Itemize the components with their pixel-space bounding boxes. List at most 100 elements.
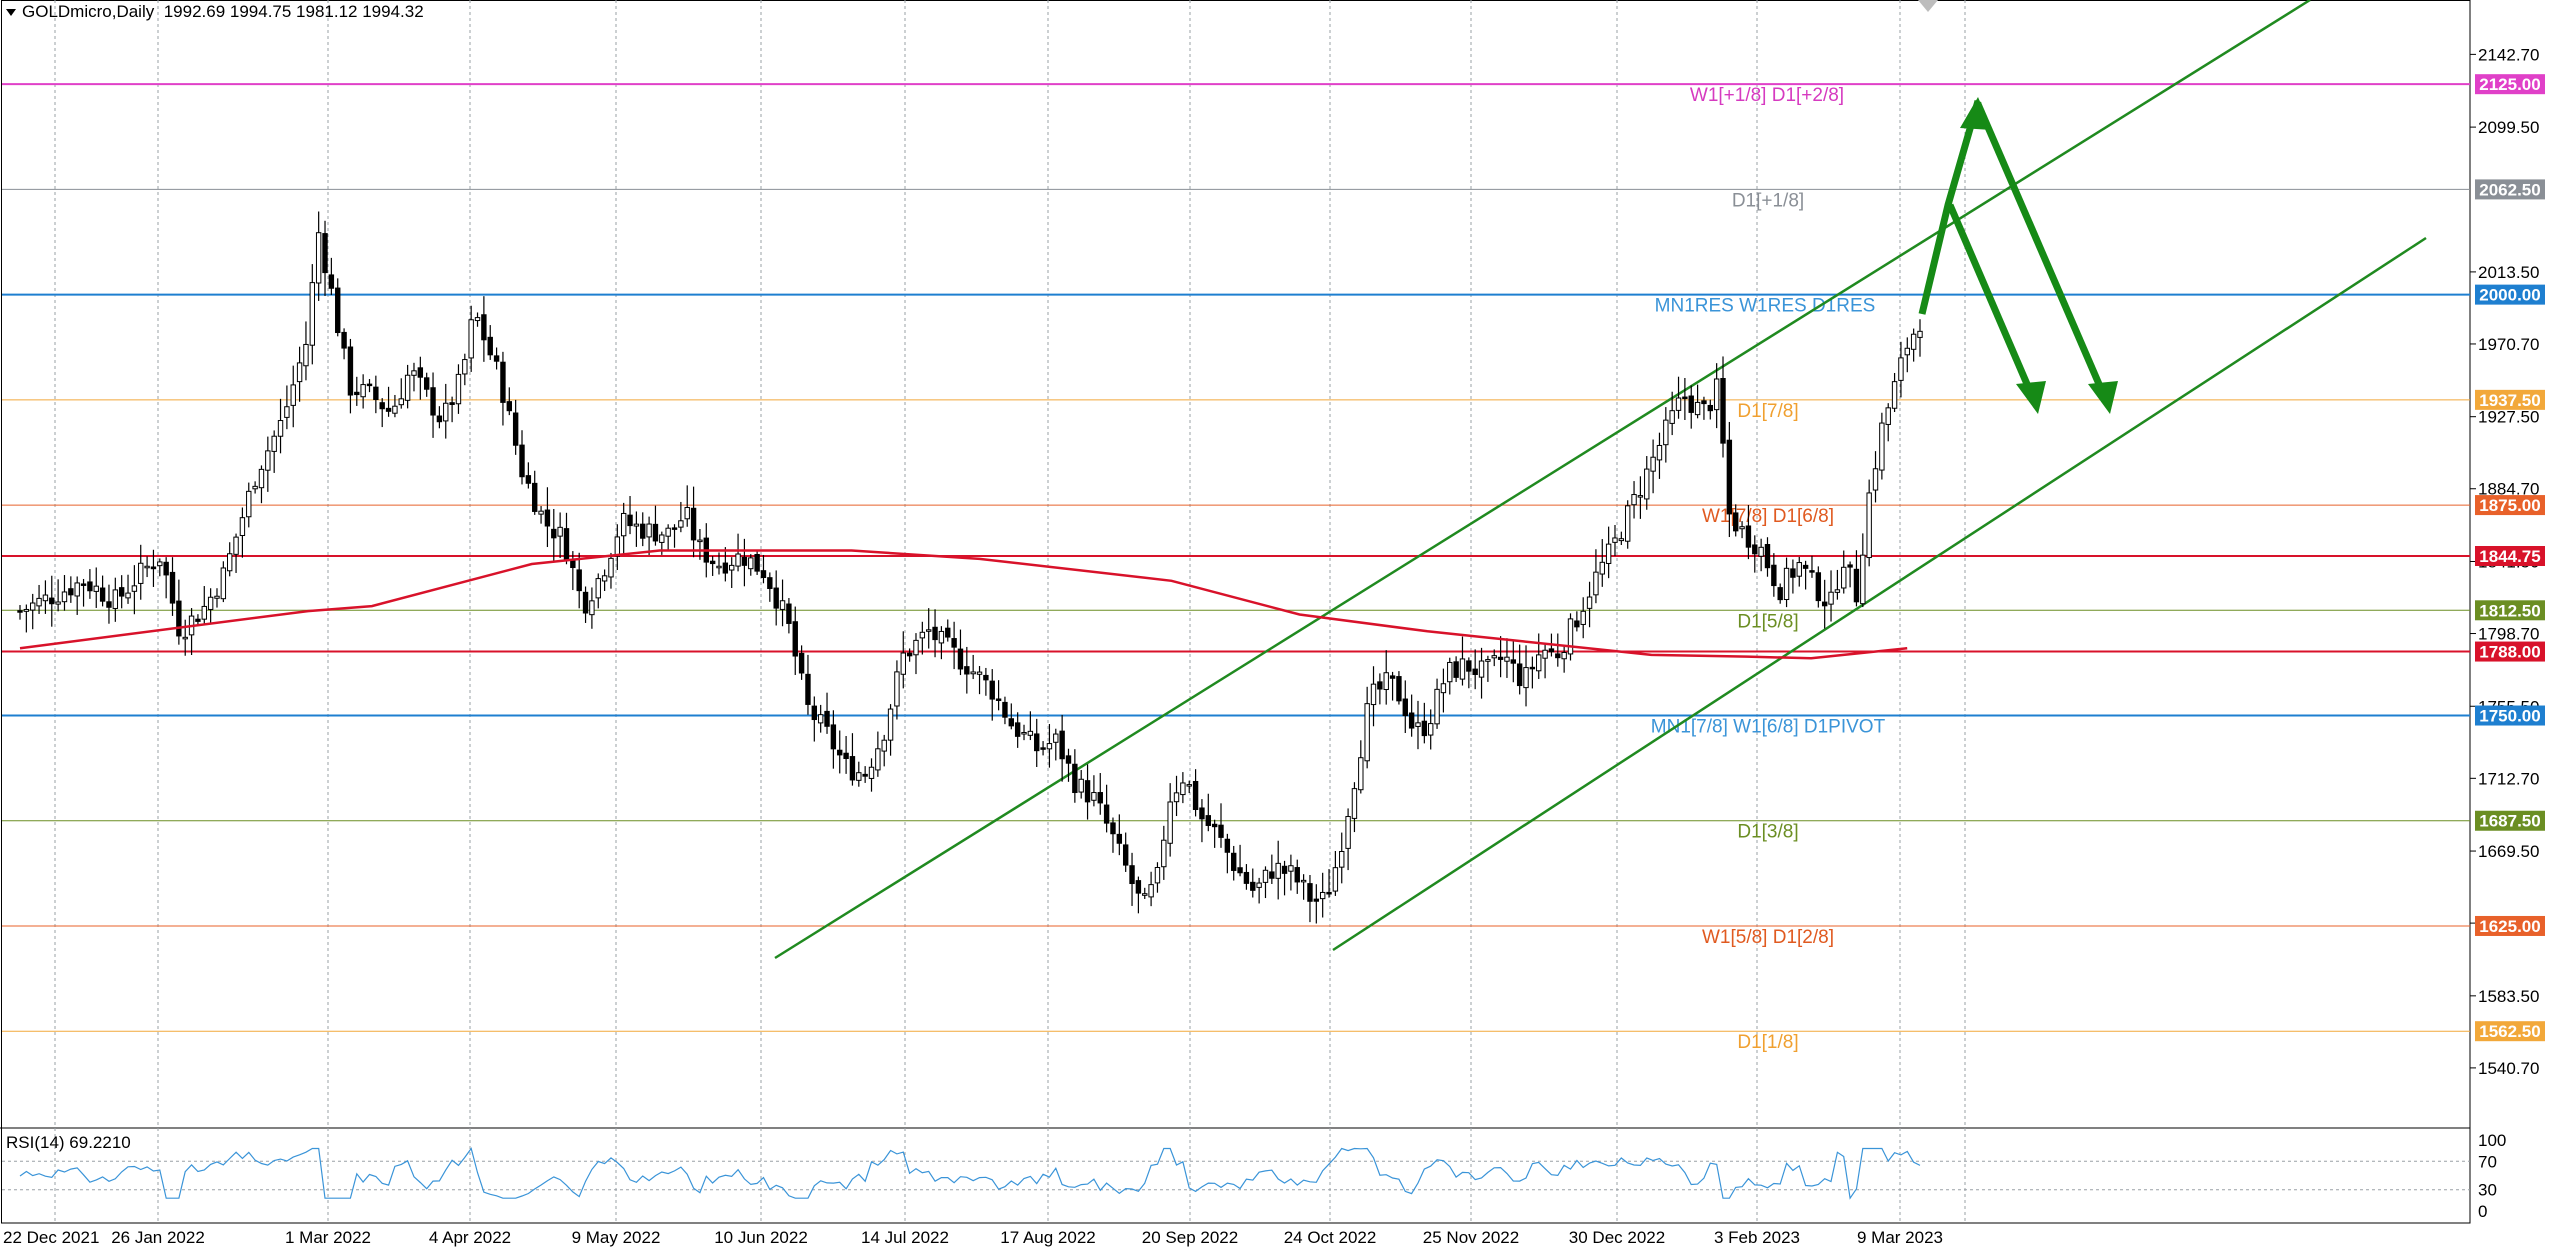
candle-body <box>169 571 176 604</box>
candle-body <box>1523 667 1529 689</box>
candle-body <box>786 603 792 624</box>
level-price-label: 1844.75 <box>2479 547 2540 566</box>
dropdown-triangle-icon[interactable] <box>6 9 16 17</box>
candle-body <box>1186 784 1192 787</box>
candle-body <box>392 405 398 414</box>
candle-body <box>697 539 703 543</box>
candle-body <box>716 565 722 569</box>
candle-body <box>1472 668 1478 675</box>
candle-body <box>252 485 258 490</box>
candle-body <box>1447 661 1453 683</box>
level-text: D1[1/8] <box>1737 1032 1798 1053</box>
candle-body <box>862 773 868 777</box>
candle-body <box>964 666 970 675</box>
level-price-label: 1812.50 <box>2479 601 2540 620</box>
rsi-label: RSI(14) 69.2210 <box>6 1133 131 1152</box>
candle-body <box>1078 778 1084 793</box>
candle-body <box>1027 730 1034 736</box>
candle-body <box>1021 731 1027 735</box>
candle-body <box>379 402 385 410</box>
candle-body <box>296 362 303 383</box>
level-price-badge <box>2475 810 2545 831</box>
rsi-tick-label: 100 <box>2478 1131 2506 1150</box>
candle-body <box>1453 661 1459 678</box>
candle-body <box>1733 512 1739 532</box>
x-tick-label: 22 Dec 2021 <box>3 1228 99 1247</box>
arrow-down-left-path <box>1946 203 2037 400</box>
x-tick-label: 17 Aug 2022 <box>1000 1228 1095 1247</box>
candle-body <box>1847 564 1853 568</box>
candle-body <box>201 605 207 620</box>
candle-body <box>1726 439 1733 515</box>
candle-body <box>900 652 906 675</box>
candle-body <box>74 582 80 597</box>
chart-frame <box>1 0 2471 1224</box>
candle-body <box>1815 572 1822 602</box>
arrow-up-path <box>1918 100 1982 315</box>
candle-body <box>322 233 328 274</box>
candle-body <box>824 710 830 727</box>
candle-body <box>1853 568 1860 603</box>
candle-body <box>1593 571 1599 596</box>
arrow-down-right-path <box>1974 102 2109 400</box>
candle-body <box>1872 468 1879 491</box>
candle-body <box>1358 757 1364 791</box>
candle-body <box>423 377 430 390</box>
candle-body <box>1898 357 1904 381</box>
y-tick-label: 1927.50 <box>2478 408 2539 427</box>
candle-body <box>1332 867 1339 892</box>
candle-body <box>976 671 983 675</box>
candle-body <box>856 772 862 781</box>
candle-body <box>1561 651 1567 660</box>
candle-body <box>1802 564 1809 569</box>
scroll-marker-icon[interactable] <box>1918 0 1938 12</box>
candle-body <box>678 520 684 528</box>
candle-body <box>709 560 716 565</box>
y-tick-label: 1540.70 <box>2478 1059 2539 1078</box>
candle-body <box>207 596 214 610</box>
candle-body <box>68 588 74 596</box>
candle-body <box>309 282 316 346</box>
candle-body <box>354 391 360 396</box>
candle-body <box>1154 867 1161 884</box>
candle-body <box>1281 865 1288 874</box>
candle-body <box>570 559 576 569</box>
candle-body <box>1046 743 1053 750</box>
candle-body <box>767 577 773 589</box>
candle-body <box>258 468 265 489</box>
candle-body <box>1294 867 1300 883</box>
candle-body <box>80 583 87 586</box>
level-text: W1[5/8] D1[2/8] <box>1702 927 1834 948</box>
candle-body <box>1688 395 1694 413</box>
candle-body <box>792 621 798 657</box>
candle-body <box>93 585 99 592</box>
candle-body <box>614 536 621 557</box>
candle-body <box>925 629 932 632</box>
candle-body <box>1383 672 1389 691</box>
candle-body <box>1065 755 1072 764</box>
candle-body <box>1618 538 1625 542</box>
candle-body <box>99 587 106 602</box>
candle-body <box>239 517 246 537</box>
candle-body <box>1904 347 1910 356</box>
candle-body <box>1135 880 1142 894</box>
candle-body <box>1917 330 1923 338</box>
candle-body <box>633 523 640 527</box>
candle-body <box>1536 654 1542 672</box>
candle-body <box>1669 410 1675 424</box>
candle-body <box>1860 554 1866 605</box>
candle-body <box>519 444 525 478</box>
candle-body <box>1122 844 1129 866</box>
candle-body <box>512 412 519 446</box>
candle-body <box>195 618 201 622</box>
candle-body <box>1345 816 1351 849</box>
candle-body <box>1364 703 1370 762</box>
candle-body <box>805 673 811 705</box>
rsi-tick-label: 30 <box>2478 1181 2497 1200</box>
x-tick-label: 1 Mar 2022 <box>285 1228 371 1247</box>
candle-body <box>246 490 252 518</box>
candle-body <box>811 705 818 721</box>
candle-body <box>1694 401 1701 416</box>
